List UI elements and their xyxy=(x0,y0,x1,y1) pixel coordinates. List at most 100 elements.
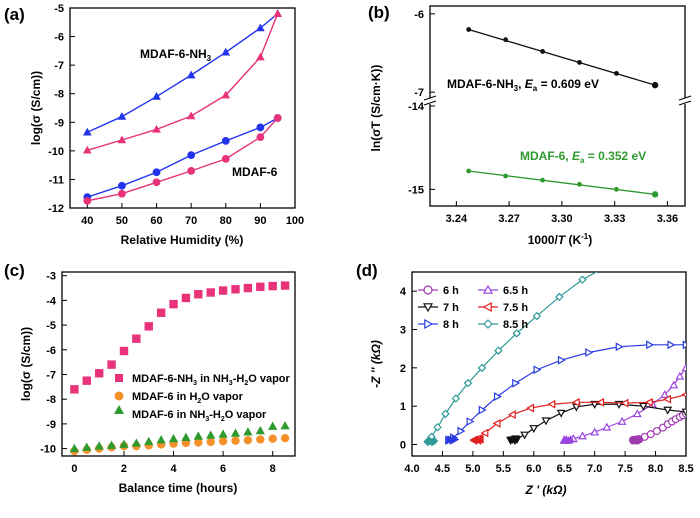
a-point xyxy=(256,52,265,61)
a-ytick-label: -12 xyxy=(48,203,64,215)
c-point xyxy=(206,437,215,447)
c-ytick-label: -5 xyxy=(46,320,56,332)
d-point xyxy=(451,394,461,403)
d-point xyxy=(663,394,672,404)
c-point xyxy=(255,425,265,435)
d-point xyxy=(638,402,648,411)
a-point xyxy=(152,92,161,100)
panel-a-annotation-mdaf6: MDAF-6 xyxy=(232,165,278,179)
panel-c-xlabel: Balance time (hours) xyxy=(119,481,238,495)
a-point xyxy=(256,23,265,32)
d-point xyxy=(632,409,642,418)
legend-label-c2: MDAF-6 in H2O vapor xyxy=(132,391,244,405)
c-xtick-label: 8 xyxy=(270,463,276,475)
d-legend-marker xyxy=(423,285,433,295)
b-fit-line xyxy=(468,28,656,86)
d-ytick-label: 3 xyxy=(400,325,406,337)
c-point xyxy=(256,435,265,444)
d-point xyxy=(532,311,542,321)
d-point xyxy=(512,329,521,338)
d-point xyxy=(478,405,487,415)
d-point xyxy=(615,342,624,352)
legend-marker-c3 xyxy=(114,405,124,414)
d-point xyxy=(644,397,653,407)
c-point xyxy=(107,360,116,369)
d-point xyxy=(596,397,605,407)
a-point xyxy=(221,90,231,99)
c-point xyxy=(231,436,240,445)
d-xtick-label: 4.0 xyxy=(404,463,419,475)
d-point-start xyxy=(635,435,644,444)
a-series-line xyxy=(87,13,279,151)
a-xtick-label: 60 xyxy=(150,215,162,227)
d-point-start xyxy=(512,436,522,444)
b-point xyxy=(540,49,545,54)
c-point xyxy=(181,432,191,441)
a-point xyxy=(186,111,196,120)
c-ytick-label: -6 xyxy=(46,345,56,357)
c-point xyxy=(194,290,203,299)
a-xtick-label: 70 xyxy=(185,215,197,227)
d-xtick-label: 5.5 xyxy=(496,463,511,475)
d-point xyxy=(547,399,556,409)
d-ytick-label: 0 xyxy=(400,440,406,452)
c-point xyxy=(218,286,228,295)
c-point xyxy=(132,334,141,343)
panel-label-b: (b) xyxy=(368,3,390,22)
a-ytick-label: -8 xyxy=(54,89,64,101)
d-xtick-label: 8.5 xyxy=(678,463,693,475)
d-legend-label: 7.5 h xyxy=(503,302,528,314)
d-point xyxy=(463,378,473,388)
d-point xyxy=(457,426,466,436)
panel-a-frame xyxy=(69,7,296,209)
panel-c-chart: 0 2 4 6 8 -10 -9 -8 -7 -6 -5 -4 -3 MDAF-6-NH3 in NH3… xyxy=(19,271,296,495)
c-ytick-label: -9 xyxy=(46,419,56,431)
b-ytick-label: -14 xyxy=(408,101,425,113)
b-point xyxy=(577,181,582,187)
d-point xyxy=(494,346,503,355)
legend-label-c1: MDAF-6-NH3 in NH3-H2O vapor xyxy=(132,373,291,387)
d-point xyxy=(571,397,580,407)
b-point xyxy=(614,186,619,192)
c-ytick-label: -7 xyxy=(46,369,56,381)
panel-c-ylabel: log(σ (S/cm)) xyxy=(19,327,33,401)
c-point xyxy=(169,299,178,309)
d-point xyxy=(466,417,475,426)
panel-b-xlabel: 1000/T (K-1) xyxy=(528,232,593,247)
c-point xyxy=(218,436,228,446)
a-xtick-label: 80 xyxy=(220,215,232,227)
panel-b-axis-break xyxy=(423,95,692,106)
c-point xyxy=(156,308,166,317)
panel-a-chart: 40 50 60 70 80 90 100 -12 -11 -10 -9 -8 -7 -6 -5 Relat… xyxy=(29,3,304,247)
d-point xyxy=(480,428,489,438)
b-xtick-label: 3.33 xyxy=(604,213,625,225)
d-point xyxy=(529,425,539,434)
b-xtick-label: 3.36 xyxy=(657,213,678,225)
panel-b-annotation-mdaf6: MDAF-6, Ea = 0.352 eV xyxy=(520,149,646,165)
c-point xyxy=(231,285,240,294)
a-point xyxy=(118,181,126,190)
c-point xyxy=(82,376,91,385)
a-point xyxy=(117,135,127,144)
c-point xyxy=(193,431,203,440)
d-point xyxy=(578,431,587,440)
d-xtick-label: 6.0 xyxy=(526,463,541,475)
c-ytick-label: -10 xyxy=(40,444,56,456)
b-point xyxy=(651,81,659,89)
a-point xyxy=(82,145,92,154)
c-point xyxy=(268,434,277,443)
d-point xyxy=(590,427,600,436)
panel-b-ylabel: ln(σT (S/cm·K)) xyxy=(369,65,383,152)
a-point xyxy=(256,133,265,142)
a-point xyxy=(152,124,161,133)
d-point xyxy=(520,431,530,440)
a-ytick-label: -7 xyxy=(54,60,64,72)
panel-b-chart: 3.24 3.27 3.30 3.33 3.36 -7 -6 -15 -14 1000/T (K… xyxy=(369,5,692,247)
d-xtick-label: 4.5 xyxy=(435,463,450,475)
b-xtick-label: 3.27 xyxy=(498,213,519,225)
d-point xyxy=(526,403,535,413)
c-point xyxy=(119,439,129,448)
b-point xyxy=(503,37,509,43)
panel-d-ylabel: -Z '' (kΩ) xyxy=(369,340,383,388)
